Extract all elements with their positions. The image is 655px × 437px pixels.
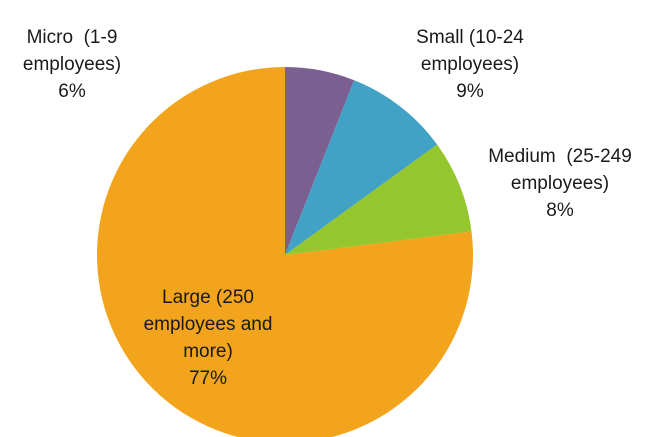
slice-label: Large (250 employees and more) 77%	[144, 287, 273, 389]
pie-slice	[285, 144, 472, 255]
slice-name-label: employees)	[421, 54, 519, 75]
slice-name-label: more)	[183, 341, 233, 362]
pie-labels: Micro (1-9 employees) 6% Small (10-24 employ…	[23, 27, 632, 389]
slice-name-label: Micro (1-9	[27, 27, 118, 48]
pie-slice	[285, 67, 355, 255]
slice-name-label: Medium (25-249	[488, 146, 632, 167]
slice-name-label: Large (250	[162, 287, 254, 308]
slice-percent-label: 6%	[58, 81, 86, 102]
pie-slices	[97, 67, 473, 437]
slice-name-label: employees)	[23, 54, 121, 75]
slice-label: Medium (25-249 employees) 8%	[488, 146, 632, 221]
slice-name-label: employees)	[511, 173, 609, 194]
pie-slice	[97, 67, 473, 437]
slice-percent-label: 9%	[456, 81, 484, 102]
pie-slice	[285, 80, 438, 255]
slice-label: Small (10-24 employees) 9%	[416, 27, 524, 102]
slice-percent-label: 77%	[189, 368, 227, 389]
slice-name-label: employees and	[144, 314, 273, 335]
slice-name-label: Small (10-24	[416, 27, 524, 48]
slice-label: Micro (1-9 employees) 6%	[23, 27, 121, 102]
slice-percent-label: 8%	[546, 200, 574, 221]
